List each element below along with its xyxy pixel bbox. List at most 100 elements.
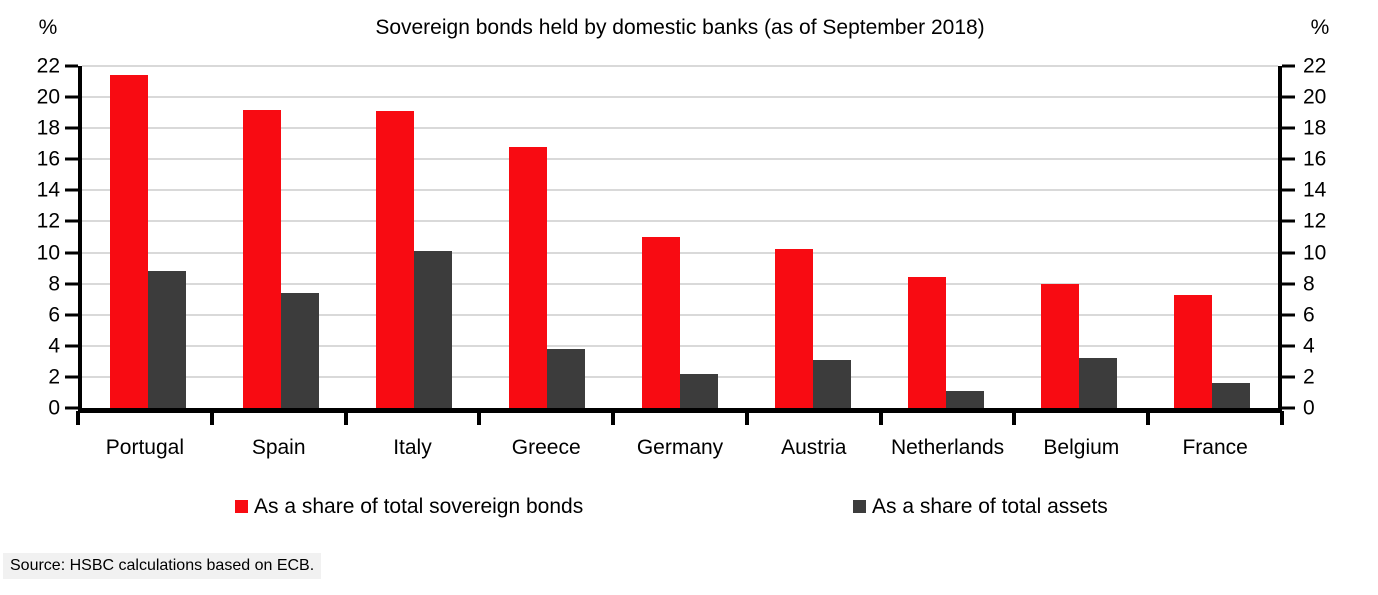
- y-tick-label-right-12: 12: [1303, 209, 1327, 233]
- y-tick-right-14: [1282, 188, 1295, 192]
- bar-group-germany: [614, 66, 747, 408]
- gridline-16: [82, 158, 1278, 161]
- bar-germany-as-a-share-of-total-sovereign-bonds: [642, 237, 680, 408]
- x-axis-tick-1: [209, 411, 214, 425]
- legend-label: As a share of total sovereign bonds: [254, 495, 584, 518]
- gridline-6: [82, 313, 1278, 316]
- category-label-portugal: Portugal: [105, 436, 184, 459]
- y-tick-label-right-22: 22: [1303, 54, 1327, 78]
- x-axis-tick-4: [611, 411, 616, 425]
- y-tick-right-12: [1282, 219, 1295, 223]
- y-tick-right-20: [1282, 95, 1295, 99]
- gridline-18: [82, 127, 1278, 130]
- category-label-austria: Austria: [781, 436, 847, 459]
- legend-entry-as-a-share-of-total-assets: As a share of total assets: [853, 496, 1108, 517]
- bar-portugal-as-a-share-of-total-assets: [148, 271, 187, 408]
- bar-group-belgium: [1012, 66, 1145, 408]
- bar-spain-as-a-share-of-total-sovereign-bonds: [243, 109, 282, 408]
- plot-area: [78, 65, 1282, 413]
- x-axis-tick-3: [477, 411, 482, 425]
- y-tick-label-right-14: 14: [1303, 178, 1327, 202]
- bars-layer: [82, 66, 1278, 408]
- y-tick-left-14: [65, 188, 78, 192]
- y-tick-label-left-18: 18: [36, 116, 60, 140]
- y-tick-label-right-6: 6: [1303, 303, 1315, 327]
- category-label-belgium: Belgium: [1043, 436, 1120, 459]
- bar-belgium-as-a-share-of-total-assets: [1078, 358, 1117, 408]
- y-tick-right-18: [1282, 126, 1295, 130]
- bar-greece-as-a-share-of-total-sovereign-bonds: [509, 146, 548, 408]
- bar-spain-as-a-share-of-total-assets: [281, 292, 320, 408]
- x-axis-tick-0: [76, 411, 80, 425]
- y-tick-label-left-14: 14: [36, 178, 60, 202]
- source-note: Source: HSBC calculations based on ECB.: [3, 553, 322, 579]
- y-tick-label-right-16: 16: [1303, 147, 1327, 171]
- gridline-20: [82, 96, 1278, 99]
- gridline-12: [82, 220, 1278, 223]
- y-tick-left-0: [65, 406, 78, 410]
- y-tick-label-left-12: 12: [36, 209, 60, 233]
- x-axis-tick-9: [1280, 411, 1284, 425]
- legend-entry-as-a-share-of-total-sovereign-bonds: As a share of total sovereign bonds: [235, 496, 583, 517]
- y-tick-right-8: [1282, 282, 1295, 286]
- x-axis-tick-6: [878, 411, 883, 425]
- y-tick-label-right-2: 2: [1303, 365, 1315, 389]
- category-label-france: France: [1182, 436, 1248, 459]
- y-tick-label-left-0: 0: [48, 396, 60, 420]
- y-tick-label-right-18: 18: [1303, 116, 1327, 140]
- legend-swatch-icon: [235, 500, 248, 513]
- category-label-greece: Greece: [511, 436, 581, 459]
- y-tick-label-left-20: 20: [36, 85, 60, 109]
- y-tick-left-6: [65, 313, 78, 317]
- bar-group-france: [1145, 66, 1278, 408]
- bar-austria-as-a-share-of-total-assets: [812, 359, 851, 408]
- y-axis-unit-left: %: [38, 16, 58, 39]
- x-axis-ticks: [76, 411, 1284, 425]
- y-tick-label-right-8: 8: [1303, 272, 1315, 296]
- y-tick-left-22: [65, 64, 78, 68]
- y-tick-label-left-16: 16: [36, 147, 60, 171]
- bar-austria-as-a-share-of-total-sovereign-bonds: [774, 249, 813, 408]
- y-tick-left-12: [65, 219, 78, 223]
- bar-group-italy: [348, 66, 481, 408]
- y-tick-right-0: [1282, 406, 1295, 410]
- gridline-10: [82, 251, 1278, 254]
- y-tick-right-4: [1282, 344, 1295, 348]
- legend-swatch-icon: [853, 500, 866, 513]
- bar-netherlands-as-a-share-of-total-sovereign-bonds: [907, 277, 946, 408]
- y-tick-left-2: [65, 375, 78, 379]
- y-tick-label-right-0: 0: [1303, 396, 1315, 420]
- y-tick-label-right-20: 20: [1303, 85, 1327, 109]
- x-axis-tick-8: [1146, 411, 1151, 425]
- x-axis-tick-5: [744, 411, 749, 425]
- y-tick-label-left-4: 4: [48, 334, 60, 358]
- y-tick-left-4: [65, 344, 78, 348]
- y-tick-right-2: [1282, 375, 1295, 379]
- bar-group-austria: [746, 66, 879, 408]
- bar-italy-as-a-share-of-total-assets: [414, 251, 453, 408]
- category-label-netherlands: Netherlands: [890, 436, 1005, 459]
- y-tick-right-6: [1282, 313, 1295, 317]
- bar-belgium-as-a-share-of-total-sovereign-bonds: [1040, 283, 1079, 408]
- chart-title: Sovereign bonds held by domestic banks (…: [375, 16, 985, 39]
- x-axis-tick-2: [343, 411, 348, 425]
- bar-italy-as-a-share-of-total-sovereign-bonds: [376, 111, 415, 408]
- y-tick-label-left-2: 2: [48, 365, 60, 389]
- bar-france-as-a-share-of-total-sovereign-bonds: [1173, 294, 1212, 408]
- y-tick-right-22: [1282, 64, 1295, 68]
- y-tick-left-20: [65, 95, 78, 99]
- y-tick-left-18: [65, 126, 78, 130]
- bar-greece-as-a-share-of-total-assets: [547, 348, 586, 408]
- gridline-22: [82, 65, 1278, 67]
- y-tick-label-left-22: 22: [36, 54, 60, 78]
- bar-group-portugal: [82, 66, 215, 408]
- y-tick-label-right-4: 4: [1303, 334, 1315, 358]
- legend-label: As a share of total assets: [872, 495, 1108, 518]
- y-axis-right-labels: 0 2 4 6 8 10 12 14 16 18 20 22: [1294, 56, 1354, 419]
- bar-germany-as-a-share-of-total-assets: [680, 373, 718, 408]
- gridline-4: [82, 344, 1278, 347]
- y-axis-left-ticks: [65, 64, 78, 410]
- x-axis-tick-7: [1012, 411, 1017, 425]
- bar-group-spain: [215, 66, 348, 408]
- gridline-8: [82, 282, 1278, 285]
